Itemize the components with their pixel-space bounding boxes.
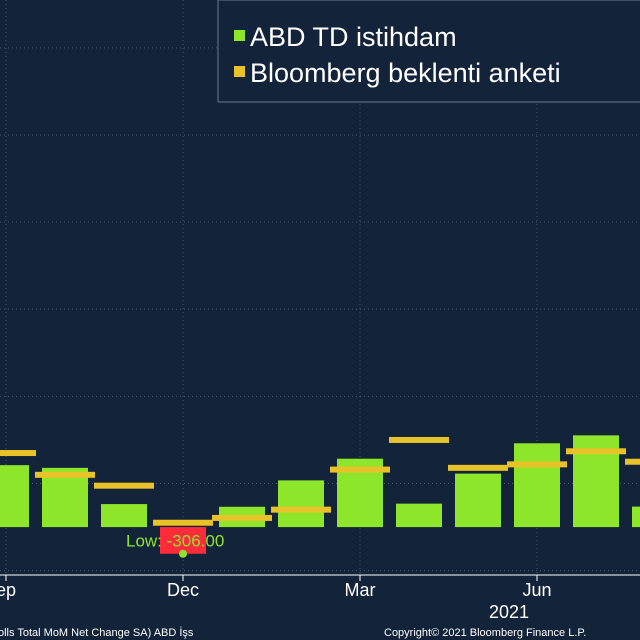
bar-2021-06 [514,443,560,528]
marker-2020-09 [0,450,36,457]
source-text: olls Total MoM Net Change SA) ABD İşs [0,626,194,639]
legend: ABD TD istihdam Bloomberg beklenti anket… [217,0,640,103]
legend-label-bar: ABD TD istihdam [250,22,457,52]
legend-box [217,0,640,103]
x-tick-label-0: ep [0,580,16,600]
marker-2021-08 [625,458,640,465]
low-annotation: Low: -306.00 [126,532,224,558]
legend-swatch-bar [234,30,245,41]
marker-2021-01 [212,514,272,521]
marker-2020-11 [94,482,154,489]
marker-2021-06 [507,461,567,468]
x-tick-label-1: Dec [167,580,199,600]
bar-2020-11 [101,504,147,528]
x-axis-ticks: ep Dec Mar Jun [0,575,552,600]
marker-2020-12 [153,519,213,526]
marker-2020-10 [35,471,95,478]
bar-2020-09 [0,465,29,528]
bar-2021-08 [632,506,640,528]
marker-2021-02 [271,506,331,513]
marker-2021-07 [566,448,626,455]
low-annotation-dot [179,549,187,558]
x-tick-label-3: Jun [522,580,551,600]
bar-2021-04 [396,503,442,528]
bar-2021-02 [278,480,324,528]
low-annotation-label: Low: -306.00 [126,532,224,551]
legend-swatch-marker [234,66,245,77]
copyright-text: Copyright© 2021 Bloomberg Finance L.P. [384,627,586,639]
marker-series [0,436,640,526]
marker-2021-05 [448,464,508,471]
legend-label-marker: Bloomberg beklenti anketi [250,58,561,88]
x-tick-label-2: Mar [345,580,376,600]
bar-2020-12 [160,527,206,554]
bar-2021-05 [455,473,501,528]
year-label: 2021 [489,602,529,622]
marker-2021-03 [330,466,390,473]
marker-2021-04 [389,436,449,443]
